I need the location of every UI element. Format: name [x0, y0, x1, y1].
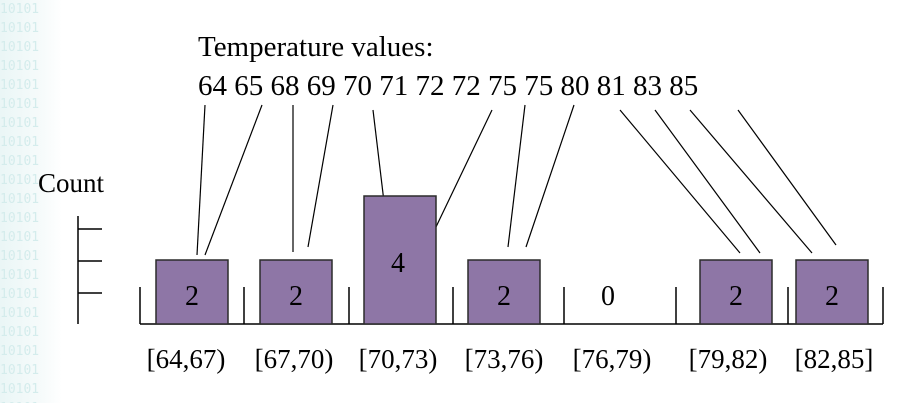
bin-range-label: [64,67)	[147, 344, 226, 374]
bin-labels: [64,67) [67,70) [70,73) [73,76) [76,79) [79,8…	[147, 344, 874, 374]
value-connector-line	[689, 109, 813, 254]
histogram-bar	[155, 259, 229, 325]
histogram-bar	[795, 259, 869, 325]
histogram-bar	[363, 195, 437, 325]
value-connector-line	[196, 104, 206, 256]
histogram-bars: 2 2 4 2 0 2 2	[155, 195, 869, 325]
value-connector-line	[204, 104, 263, 256]
bin-range-label: [70,73)	[359, 344, 438, 374]
value-connector-line	[507, 104, 526, 248]
bin-dividers	[139, 287, 884, 324]
histogram-bar	[259, 259, 333, 325]
histogram-bar	[467, 259, 541, 325]
binary-background-decoration: 10101 10101 10101 10101 10101 10101 1010…	[0, 0, 62, 403]
bar-count-label: 2	[497, 281, 511, 312]
value-connector-line	[654, 109, 761, 254]
count-axis-label: Count	[38, 168, 105, 198]
histogram-bar	[699, 259, 773, 325]
count-axis	[77, 216, 102, 324]
bin-range-label: [82,85]	[795, 344, 874, 374]
bar-count-label: 4	[391, 248, 405, 279]
temperature-values-text: 64 65 68 69 70 71 72 72 75 75 80 81 83 8…	[198, 70, 698, 102]
bin-range-label: [73,76)	[465, 344, 544, 374]
value-connectors	[196, 104, 837, 256]
bar-count-label: 2	[729, 281, 743, 312]
bin-range-label: [67,70)	[255, 344, 334, 374]
bar-count-label: 2	[185, 281, 199, 312]
bin-range-label: [79,82)	[689, 344, 768, 374]
bar-count-label: 2	[289, 281, 303, 312]
value-connector-line	[307, 104, 334, 248]
value-connector-line	[619, 109, 741, 254]
bar-count-label: 0	[601, 281, 615, 312]
diagram-title: Temperature values:	[198, 31, 434, 63]
value-connector-line	[525, 104, 575, 248]
bar-count-label: 2	[825, 281, 839, 312]
bin-range-label: [76,79)	[573, 344, 652, 374]
value-connector-line	[737, 109, 837, 246]
